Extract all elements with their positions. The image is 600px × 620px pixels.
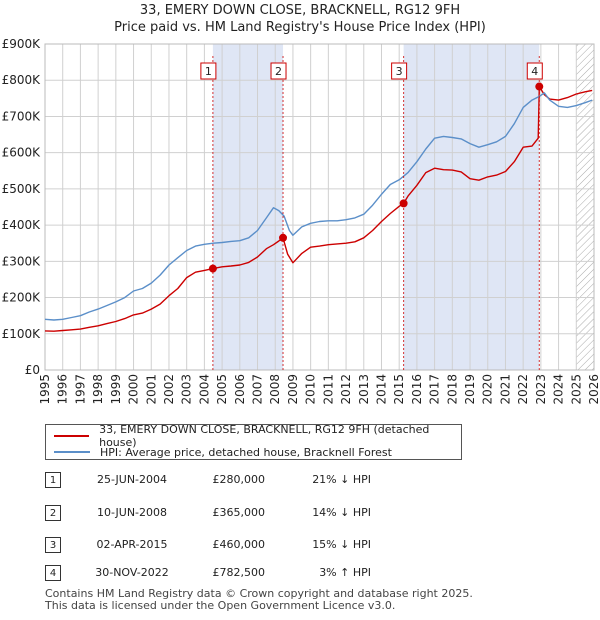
x-tick-label: 1999 bbox=[109, 374, 123, 405]
x-tick-label: 2025 bbox=[569, 374, 583, 405]
transaction-number-badge: 3 bbox=[45, 537, 61, 553]
table-row: 3 02-APR-2015 £460,000 15% ↓ HPI bbox=[45, 537, 405, 555]
forecast-hatch bbox=[576, 44, 594, 370]
legend-label-hpi: HPI: Average price, detached house, Brac… bbox=[100, 445, 392, 459]
transaction-date: 10-JUN-2008 bbox=[96, 506, 168, 519]
x-tick-label: 2007 bbox=[251, 374, 265, 405]
y-tick-label: £0 bbox=[25, 363, 40, 377]
x-tick-label: 2014 bbox=[374, 374, 388, 405]
sale-number-label: 3 bbox=[396, 65, 403, 78]
x-tick-label: 2017 bbox=[428, 374, 442, 405]
sale-number-label: 1 bbox=[205, 65, 212, 78]
legend-swatch-property bbox=[54, 435, 90, 437]
table-row: 1 25-JUN-2004 £280,000 21% ↓ HPI bbox=[45, 472, 405, 490]
shaded-range bbox=[212, 44, 284, 370]
x-tick-label: 2018 bbox=[445, 374, 459, 405]
x-tick-label: 2011 bbox=[321, 374, 335, 405]
transaction-price: £365,000 bbox=[212, 506, 266, 519]
x-tick-label: 2024 bbox=[552, 374, 566, 405]
x-tick-label: 2009 bbox=[286, 374, 300, 405]
x-tick-label: 2013 bbox=[357, 374, 371, 405]
y-tick-label: £200K bbox=[2, 291, 42, 305]
transaction-price: £460,000 bbox=[212, 538, 266, 551]
footer-copyright: Contains HM Land Registry data © Crown c… bbox=[45, 587, 473, 600]
legend-label-property: 33, EMERY DOWN CLOSE, BRACKNELL, RG12 9F… bbox=[99, 423, 430, 449]
x-tick-label: 2026 bbox=[587, 374, 600, 405]
transaction-hpi-relation: 3% ↑ HPI bbox=[319, 566, 371, 579]
x-tick-label: 2004 bbox=[197, 374, 211, 405]
transaction-number-badge: 4 bbox=[45, 565, 61, 581]
transaction-date: 30-NOV-2022 bbox=[95, 566, 169, 579]
sale-number-box bbox=[270, 62, 287, 80]
sale-number-label: 2 bbox=[275, 65, 282, 78]
legend-item-property: 33, EMERY DOWN CLOSE, BRACKNELL, RG12 9F… bbox=[54, 423, 461, 449]
legend-swatch-hpi bbox=[54, 451, 90, 453]
x-tick-label: 2005 bbox=[215, 374, 229, 405]
x-tick-label: 2012 bbox=[339, 374, 353, 405]
transaction-date: 02-APR-2015 bbox=[96, 538, 168, 551]
shaded-range bbox=[403, 44, 540, 370]
x-tick-label: 2016 bbox=[410, 374, 424, 405]
x-tick-label: 2000 bbox=[127, 374, 141, 405]
table-row: 4 30-NOV-2022 £782,500 3% ↑ HPI bbox=[45, 565, 405, 583]
y-tick-label: £600K bbox=[2, 146, 42, 160]
y-tick-label: £900K bbox=[2, 37, 42, 51]
price-chart: £0 £100K £200K £300K £400K £500K £600K £700K £80… bbox=[2, 37, 600, 405]
sale-number-box bbox=[200, 62, 217, 80]
y-tick-label: £800K bbox=[2, 73, 42, 87]
x-tick-label: 2008 bbox=[268, 374, 282, 405]
x-tick-label: 1995 bbox=[38, 374, 52, 405]
transaction-number-badge: 2 bbox=[45, 505, 61, 521]
x-tick-label: 2021 bbox=[498, 374, 512, 405]
x-tick-label: 2023 bbox=[534, 374, 548, 405]
transaction-hpi-relation: 21% ↓ HPI bbox=[312, 473, 371, 486]
chart-legend: 33, EMERY DOWN CLOSE, BRACKNELL, RG12 9F… bbox=[45, 423, 462, 460]
chart-title: 33, EMERY DOWN CLOSE, BRACKNELL, RG12 9F… bbox=[0, 2, 600, 36]
transaction-hpi-relation: 14% ↓ HPI bbox=[312, 506, 371, 519]
sale-number-label: 4 bbox=[531, 65, 538, 78]
property-price-line bbox=[45, 85, 593, 332]
sale-point bbox=[399, 199, 408, 208]
transaction-price: £280,000 bbox=[212, 473, 266, 486]
y-tick-label: £400K bbox=[2, 218, 42, 232]
sale-number-box bbox=[526, 62, 543, 80]
x-tick-label: 1997 bbox=[73, 374, 87, 405]
sale-point bbox=[208, 264, 217, 273]
legend-item-hpi: HPI: Average price, detached house, Brac… bbox=[54, 444, 392, 460]
x-tick-label: 2015 bbox=[392, 374, 406, 405]
footer-license: This data is licensed under the Open Gov… bbox=[45, 599, 396, 612]
sale-number-box bbox=[391, 62, 408, 80]
x-tick-label: 2006 bbox=[233, 374, 247, 405]
title-subtitle: Price paid vs. HM Land Registry's House … bbox=[114, 20, 486, 35]
x-tick-label: 2002 bbox=[162, 374, 176, 405]
y-tick-label: £700K bbox=[2, 109, 42, 123]
table-row: 2 10-JUN-2008 £365,000 14% ↓ HPI bbox=[45, 505, 405, 523]
title-address: 33, EMERY DOWN CLOSE, BRACKNELL, RG12 9F… bbox=[139, 3, 461, 18]
x-tick-label: 2003 bbox=[180, 374, 194, 405]
x-tick-label: 2019 bbox=[463, 374, 477, 405]
y-tick-label: £500K bbox=[2, 182, 42, 196]
x-tick-label: 1996 bbox=[56, 374, 70, 405]
footer-attribution: Contains HM Land Registry data © Crown c… bbox=[45, 588, 473, 612]
x-tick-label: 2020 bbox=[481, 374, 495, 405]
y-tick-label: £300K bbox=[2, 254, 42, 268]
transaction-hpi-relation: 15% ↓ HPI bbox=[312, 538, 371, 551]
transaction-price: £782,500 bbox=[212, 566, 266, 579]
x-tick-label: 2001 bbox=[144, 374, 158, 405]
x-tick-label: 2010 bbox=[304, 374, 318, 405]
sale-point bbox=[535, 82, 544, 91]
transaction-date: 25-JUN-2004 bbox=[96, 473, 168, 486]
transaction-number-badge: 1 bbox=[45, 472, 61, 488]
x-tick-label: 2022 bbox=[516, 374, 530, 405]
sale-point bbox=[279, 233, 288, 242]
y-tick-label: £100K bbox=[2, 327, 42, 341]
hpi-line bbox=[45, 92, 593, 321]
plot-frame bbox=[44, 43, 595, 371]
x-tick-label: 1998 bbox=[91, 374, 105, 405]
